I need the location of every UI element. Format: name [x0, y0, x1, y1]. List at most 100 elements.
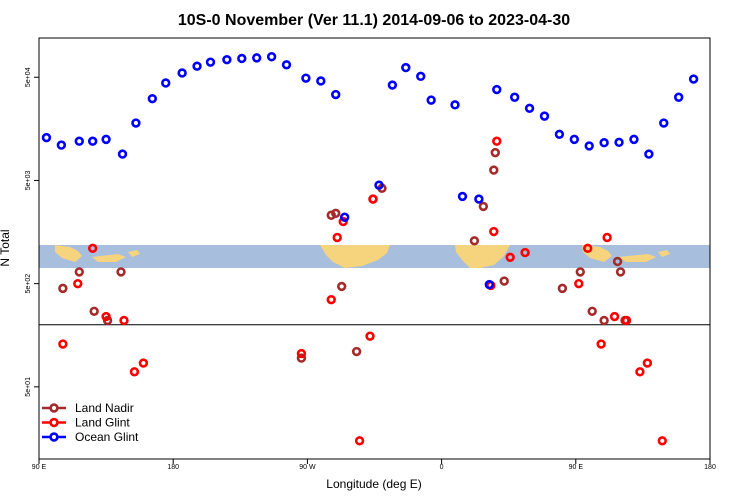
legend-marker-ocean-glint — [49, 432, 59, 442]
y-axis-label: N Total — [0, 229, 12, 266]
ocean-glint-point — [117, 149, 128, 159]
x-tick-label: 90 W — [299, 464, 316, 471]
ocean-glint-point — [450, 100, 460, 110]
land-glint-point — [596, 339, 606, 349]
chart-title: 10S-0 November (Ver 11.1) 2014-09-06 to … — [178, 12, 570, 29]
ocean-glint-point — [147, 93, 158, 104]
ocean-glint-point — [644, 149, 654, 159]
x-tick-label: 0 — [440, 464, 444, 471]
land-glint-point — [332, 232, 342, 243]
world-map-band — [39, 245, 710, 268]
land-nadir-point — [326, 210, 336, 220]
land-glint-point — [609, 311, 620, 322]
ocean-glint-point — [659, 118, 669, 128]
x-axis: 90 E 180 90 W 0 90 E 180 — [32, 459, 716, 471]
ocean-glint-point — [688, 74, 699, 84]
y-tick-label: 5e+03 — [25, 171, 32, 191]
land-glint-point — [368, 194, 378, 204]
land-nadir-point — [469, 236, 480, 246]
ocean-glint-point — [339, 212, 350, 222]
land-nadir-point — [599, 315, 609, 326]
ocean-glint-point — [101, 134, 111, 145]
land-glint-point — [520, 247, 530, 258]
legend-marker-land-glint — [49, 417, 59, 428]
ocean-glint-point — [492, 84, 502, 95]
ocean-glint-point — [41, 132, 52, 143]
ocean-glint-point — [673, 92, 684, 102]
land-glint-point — [365, 331, 375, 341]
data-points — [41, 52, 699, 446]
land-glint-point — [101, 311, 111, 322]
land-nadir-point — [490, 147, 500, 158]
land-islands-right — [618, 254, 656, 262]
land-nadir-point — [489, 165, 499, 175]
ocean-glint-point — [177, 68, 187, 78]
land-nadir-point — [336, 281, 347, 292]
y-tick-label: 5e+02 — [25, 274, 32, 294]
land-nadir-point — [351, 346, 362, 357]
ocean-glint-point — [316, 76, 326, 86]
ocean-glint-point — [584, 141, 594, 151]
ocean-glint-point — [509, 92, 520, 102]
ocean-glint-point — [524, 103, 535, 114]
land-glint-point — [326, 294, 336, 305]
y-axis: 5e+01 5e+02 5e+03 5e+04 — [25, 67, 39, 397]
land-nadir-point — [499, 276, 509, 286]
land-nadir-point — [478, 201, 489, 212]
ocean-glint-point — [205, 57, 216, 67]
land-glint-point — [583, 243, 593, 254]
ocean-glint-point — [401, 62, 411, 73]
legend-label-ocean-glint: Ocean Glint — [75, 430, 139, 444]
ocean-glint-point — [281, 60, 292, 70]
x-tick-label: 180 — [704, 464, 716, 471]
ocean-glint-point — [474, 194, 484, 204]
ocean-glint-point — [426, 95, 436, 105]
ocean-glint-point — [222, 54, 232, 65]
land-glint-point — [119, 315, 129, 326]
land-glint-point — [489, 226, 499, 237]
x-tick-label: 90 E — [32, 464, 47, 471]
x-axis-label: Longitude (deg E) — [326, 477, 421, 491]
land-glint-point — [602, 232, 612, 243]
ocean-glint-point — [374, 180, 384, 190]
land-island-right-2 — [658, 250, 670, 257]
ocean-glint-point — [161, 78, 171, 88]
ocean-glint-point — [237, 53, 247, 64]
ocean-glint-point — [554, 129, 565, 139]
land-glint-point — [642, 358, 653, 368]
ocean-glint-point — [416, 71, 426, 82]
ocean-glint-point — [484, 279, 495, 290]
ocean-glint-point — [457, 191, 468, 202]
ocean-glint-point — [74, 136, 84, 146]
land-glint-point — [87, 243, 98, 254]
plot-frame — [38, 37, 711, 460]
ocean-glint-point — [331, 89, 341, 100]
land-nadir-point — [331, 208, 341, 219]
land-glint-point — [505, 252, 515, 263]
land-masses — [55, 245, 670, 268]
land-australasia-left — [55, 245, 82, 262]
land-glint-point — [621, 315, 632, 326]
land-glint-point — [296, 348, 307, 359]
ocean-glint-point — [539, 111, 550, 121]
land-glint-point — [354, 436, 365, 446]
ocean-glint-point — [614, 137, 624, 148]
land-nadir-point — [58, 283, 68, 294]
ocean-glint-point — [266, 52, 277, 62]
land-islands-left — [92, 254, 126, 262]
x-tick-label: 180 — [167, 464, 179, 471]
land-glint-point — [635, 367, 645, 377]
legend-label-land-nadir: Land Nadir — [75, 401, 134, 415]
land-glint-point — [129, 367, 140, 377]
ocean-glint-point — [131, 118, 141, 128]
land-nadir-point — [296, 353, 307, 363]
land-nadir-point — [575, 267, 585, 277]
land-glint-point — [574, 278, 584, 289]
y-tick-label: 5e+04 — [25, 67, 32, 87]
land-south-america — [320, 245, 390, 268]
legend-marker-land-nadir — [49, 403, 59, 413]
ocean-glint-point — [629, 134, 639, 145]
legend-label-land-glint: Land Glint — [75, 416, 130, 430]
land-glint-point — [657, 436, 667, 446]
